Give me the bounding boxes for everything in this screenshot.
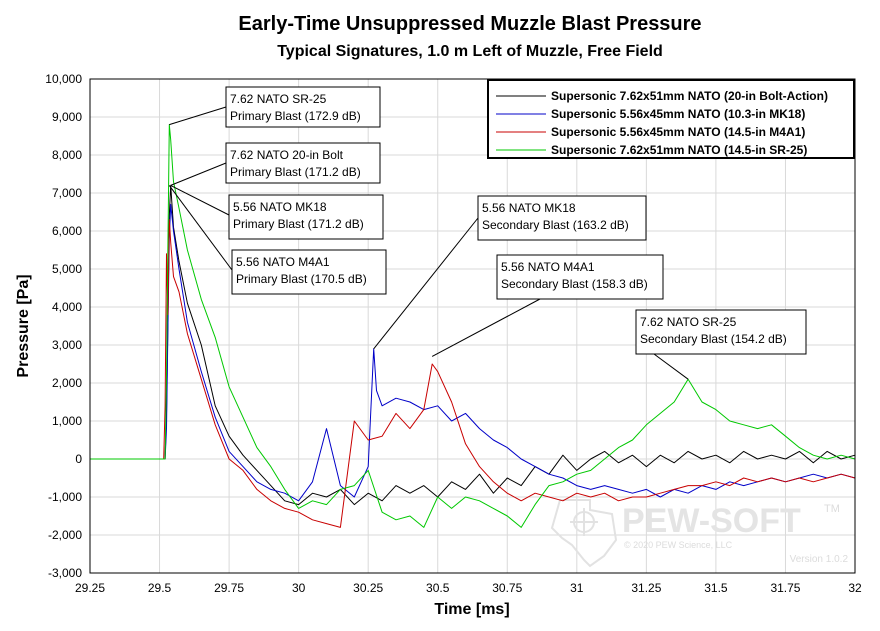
texas-logo-icon — [550, 499, 618, 568]
legend-items: Supersonic 7.62x51mm NATO (20-in Bolt-Ac… — [496, 89, 828, 157]
series-line-3 — [90, 124, 856, 528]
annotation-callout: 5.56 NATO MK18 Secondary Blast (163.2 dB) — [373, 195, 647, 350]
y-tick-label: 6,000 — [52, 224, 82, 238]
legend-entry: Supersonic 5.56x45mm NATO (14.5-in M4A1) — [551, 125, 805, 139]
plot-frame — [89, 78, 856, 574]
annotation-leader-line — [168, 185, 233, 271]
y-tick-label: -1,000 — [48, 490, 82, 504]
annotation-detail: Primary Blast (170.5 dB) — [236, 272, 367, 286]
x-axis-ticks: 29.25 29.5 29.75 30 30.25 30.5 30.75 31 31.25 31.… — [75, 581, 862, 595]
legend-entry: Supersonic 5.56x45mm NATO (10.3-in MK18) — [551, 107, 805, 121]
y-tick-label: 2,000 — [52, 376, 82, 390]
annotation-leader-line — [431, 298, 541, 357]
annotation-leader-line — [373, 217, 479, 350]
watermark: PEW-SOFT TM © 2020 PEW Science, LLC Vers… — [550, 499, 849, 568]
x-tick-label: 29.25 — [75, 581, 105, 595]
watermark-trademark: TM — [824, 503, 840, 515]
legend-box — [487, 79, 855, 159]
y-tick-label: 5,000 — [52, 262, 82, 276]
y-tick-label: 7,000 — [52, 186, 82, 200]
x-tick-label: 30.25 — [353, 581, 383, 595]
y-axis-label: Pressure [Pa] — [15, 274, 32, 377]
annotation-callout: 5.56 NATO MK18 Primary Blast (171.2 dB) — [170, 184, 384, 240]
annotation-box — [228, 194, 384, 240]
annotation-callout: 7.62 NATO SR-25 Primary Blast (172.9 dB) — [169, 86, 381, 128]
annotation-leader-line — [169, 106, 227, 126]
x-axis-label: Time [ms] — [434, 601, 509, 618]
annotation-box — [231, 249, 387, 295]
y-tick-label: -3,000 — [48, 566, 82, 580]
legend-entry: Supersonic 7.62x51mm NATO (14.5-in SR-25… — [551, 143, 807, 157]
y-tick-label: 0 — [75, 452, 82, 466]
series-line-2 — [90, 219, 856, 528]
watermark-logo: PEW-SOFT — [622, 502, 801, 540]
x-tick-label: 30.75 — [492, 581, 522, 595]
y-tick-label: 9,000 — [52, 110, 82, 124]
x-tick-label: 32 — [848, 581, 862, 595]
x-tick-label: 31 — [570, 581, 584, 595]
legend-entry: Supersonic 7.62x51mm NATO (20-in Bolt-Ac… — [551, 89, 828, 103]
x-tick-label: 29.75 — [214, 581, 244, 595]
annotation-leader-line — [170, 184, 230, 216]
y-tick-label: 4,000 — [52, 300, 82, 314]
annotation-leader-line — [653, 353, 689, 380]
annotation-detail: Secondary Blast (154.2 dB) — [640, 332, 787, 346]
annotation-box — [635, 309, 807, 355]
annotation-detail: Secondary Blast (163.2 dB) — [482, 218, 629, 232]
x-tick-label: 30 — [292, 581, 306, 595]
y-axis-ticks: -3,000 -2,000 -1,000 0 1,000 2,000 3,000 4,000 5… — [45, 72, 82, 580]
series-line-1 — [90, 203, 856, 502]
annotation-box — [496, 254, 664, 300]
x-tick-label: 30.5 — [426, 581, 450, 595]
y-tick-label: 1,000 — [52, 414, 82, 428]
annotation-callout: 5.56 NATO M4A1 Secondary Blast (158.3 dB) — [431, 254, 664, 357]
x-tick-label: 31.5 — [704, 581, 728, 595]
series-line-0 — [90, 184, 856, 506]
annotation-callout: 7.62 NATO 20-in Bolt Primary Blast (171.2… — [170, 142, 381, 186]
annotation-callout: 5.56 NATO M4A1 Primary Blast (170.5 dB) — [168, 185, 387, 295]
y-tick-label: 8,000 — [52, 148, 82, 162]
annotation-title: 5.56 NATO MK18 — [482, 201, 576, 215]
annotation-box — [225, 142, 381, 184]
series-layer — [90, 124, 856, 528]
annotation-leader-line — [170, 162, 227, 186]
legend: Supersonic 7.62x51mm NATO (20-in Bolt-Ac… — [487, 79, 855, 159]
annotation-detail: Primary Blast (171.2 dB) — [230, 165, 361, 179]
y-tick-label: -2,000 — [48, 528, 82, 542]
annotation-title: 5.56 NATO M4A1 — [236, 255, 330, 269]
annotation-title: 7.62 NATO SR-25 — [640, 315, 737, 329]
x-tick-label: 31.75 — [770, 581, 800, 595]
chart-subtitle: Typical Signatures, 1.0 m Left of Muzzle… — [277, 43, 663, 60]
watermark-version: Version 1.0.2 — [790, 554, 849, 565]
annotation-title: 5.56 NATO M4A1 — [501, 260, 595, 274]
annotation-callout: 7.62 NATO SR-25 Secondary Blast (154.2 dB… — [635, 309, 807, 380]
annotation-title: 7.62 NATO SR-25 — [230, 92, 327, 106]
annotation-title: 5.56 NATO MK18 — [233, 200, 327, 214]
annotation-detail: Primary Blast (172.9 dB) — [230, 109, 361, 123]
annotation-box — [225, 86, 381, 128]
x-tick-label: 29.5 — [148, 581, 172, 595]
annotation-detail: Primary Blast (171.2 dB) — [233, 217, 364, 231]
chart-title: Early-Time Unsuppressed Muzzle Blast Pre… — [238, 13, 701, 35]
annotation-title: 7.62 NATO 20-in Bolt — [230, 148, 344, 162]
y-tick-label: 10,000 — [45, 72, 82, 86]
watermark-copyright: © 2020 PEW Science, LLC — [624, 540, 733, 550]
y-tick-label: 3,000 — [52, 338, 82, 352]
annotation-box — [477, 195, 647, 241]
x-tick-label: 31.25 — [631, 581, 661, 595]
annotation-detail: Secondary Blast (158.3 dB) — [501, 277, 648, 291]
